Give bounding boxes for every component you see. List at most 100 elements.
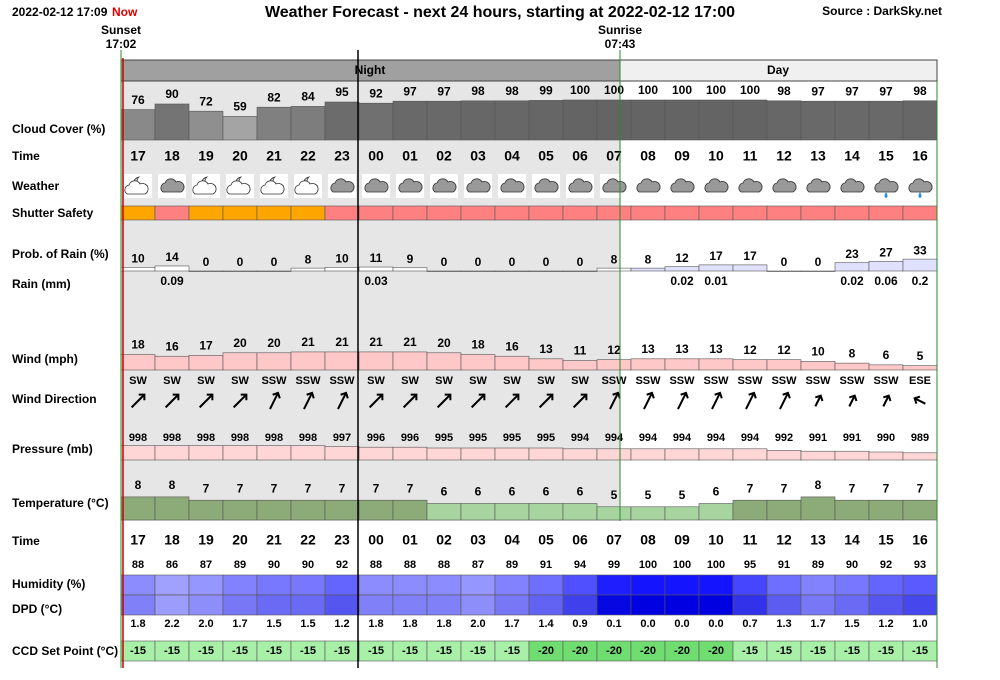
- rain-prob-value: 0: [271, 255, 278, 269]
- rain-mm-value: 0.06: [874, 274, 898, 288]
- temperature-bar: [664, 506, 700, 521]
- hour-label: 05: [538, 532, 554, 548]
- hour-label: 11: [743, 532, 758, 548]
- pressure-bar: [630, 448, 666, 461]
- cloud-value: 98: [777, 84, 791, 98]
- hour-label: 04: [504, 148, 520, 164]
- shutter-cell: [392, 205, 428, 221]
- wind-direction: SSW: [261, 375, 287, 387]
- ccd-value: -20: [674, 645, 690, 657]
- humidity-cell: [596, 574, 632, 596]
- wind-arrow: [303, 391, 315, 410]
- hour-label: 16: [912, 532, 928, 548]
- wind-value: 11: [574, 344, 587, 358]
- pressure-value: 991: [843, 432, 861, 444]
- arrow-shaft: [164, 393, 180, 409]
- wind-direction: SW: [367, 375, 385, 387]
- pressure-value: 995: [469, 432, 487, 444]
- humidity-value: 89: [234, 559, 246, 571]
- cloud: [192, 180, 217, 195]
- humidity-cell: [732, 574, 768, 596]
- wind-value: 13: [539, 342, 553, 356]
- humidity-cell: [562, 574, 598, 596]
- dpd-cell: [902, 594, 938, 616]
- humidity-cell: [868, 574, 904, 596]
- wind-value: 21: [369, 335, 383, 349]
- shutter-cell: [732, 205, 768, 221]
- rain-prob-bar: [222, 270, 258, 272]
- ccd-value: -15: [402, 645, 418, 657]
- humidity-value: 90: [846, 559, 858, 571]
- shutter-cell: [222, 205, 258, 221]
- wind-arrow: [164, 393, 180, 409]
- dpd-value: 0.9: [572, 618, 587, 630]
- dpd-cell: [698, 594, 734, 616]
- temperature-value: 7: [305, 481, 312, 495]
- ccd-value: -20: [640, 645, 656, 657]
- rain-prob-bar: [664, 266, 700, 272]
- dpd-value: 2.0: [470, 618, 485, 630]
- wind-arrow: [814, 394, 824, 407]
- hour-label: 01: [402, 148, 418, 164]
- cloud: [500, 178, 525, 193]
- rain-prob-bar: [256, 270, 292, 272]
- hour-label: 04: [504, 532, 520, 548]
- temperature-bar: [460, 503, 496, 521]
- arrow-head: [138, 393, 146, 401]
- pressure-value: 994: [673, 432, 692, 444]
- temperature-value: 7: [339, 481, 346, 495]
- wind-arrow: [269, 391, 281, 410]
- arrow-head: [646, 391, 655, 399]
- dpd-value: 1.7: [810, 618, 825, 630]
- cloud-value: 100: [706, 83, 726, 97]
- cloud-bar: [494, 100, 530, 141]
- pressure-bar: [834, 450, 870, 461]
- cloud: [260, 180, 285, 195]
- row-label: Cloud Cover (%): [12, 122, 105, 136]
- hour-label: 02: [436, 148, 452, 164]
- hour-label: 18: [164, 148, 180, 164]
- wind-arrow: [677, 391, 689, 410]
- rain-prob-value: 0: [237, 255, 244, 269]
- arrow-head: [478, 393, 486, 401]
- rain-prob-value: 0: [543, 255, 550, 269]
- cloud-bar: [358, 102, 394, 141]
- cloud: [534, 178, 559, 193]
- wind-direction: SSW: [669, 375, 695, 387]
- dpd-value: 2.2: [164, 618, 179, 630]
- weather-icon: [668, 174, 696, 198]
- cloud-bar: [664, 99, 700, 141]
- arrow-head: [206, 393, 214, 401]
- dpd-cell: [494, 594, 530, 616]
- dpd-value: 2.0: [198, 618, 213, 630]
- arrow-head: [883, 394, 892, 402]
- wind-value: 12: [607, 343, 621, 357]
- row-label: Temperature (°C): [12, 496, 109, 510]
- arrow-head: [849, 394, 858, 402]
- humidity-value: 90: [268, 559, 280, 571]
- wind-arrow: [913, 395, 926, 405]
- temperature-value: 8: [815, 478, 822, 492]
- rain-prob-bar: [460, 270, 496, 272]
- pressure-bar: [188, 445, 224, 461]
- temperature-bar: [426, 503, 462, 521]
- wind-value: 16: [505, 339, 519, 353]
- humidity-value: 87: [200, 559, 212, 571]
- arrow-shaft: [572, 393, 588, 409]
- arrow-head: [913, 395, 921, 404]
- wind-bar: [630, 358, 666, 371]
- ccd-value: -15: [436, 645, 452, 657]
- rain-prob-bar: [630, 267, 666, 272]
- timestamp: 2022-02-12 17:09: [12, 5, 108, 19]
- temperature-bar: [596, 506, 632, 521]
- wind-direction: SSW: [601, 375, 627, 387]
- temperature-bar: [324, 499, 360, 521]
- wind-arrow: [643, 391, 655, 410]
- weather-icon: [328, 174, 356, 198]
- cloud: [908, 178, 933, 193]
- pressure-bar: [392, 446, 428, 461]
- humidity-cell: [664, 574, 700, 596]
- wind-bar: [800, 361, 836, 371]
- wind-direction: SW: [571, 375, 589, 387]
